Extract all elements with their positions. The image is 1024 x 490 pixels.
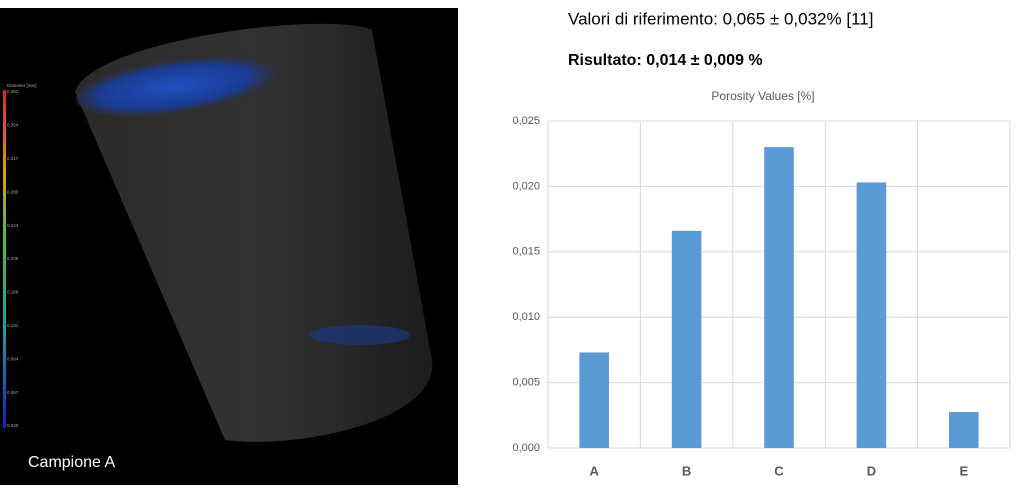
chart-title: Porosity Values [%] (711, 89, 814, 103)
bar (949, 412, 979, 448)
colorbar-label: 0.020 (7, 423, 19, 428)
bar (671, 230, 702, 448)
colorbar-label: 0.206 (7, 256, 19, 261)
colorbar-label: 0.243 (7, 223, 19, 228)
x-tick-label: D (867, 463, 876, 478)
y-tick-label: 0,000 (512, 442, 540, 454)
colorbar (3, 90, 6, 428)
reference-text: Valori di riferimento: 0,065 ± 0,032% [1… (568, 9, 873, 28)
colorbar-label: 0.317 (7, 156, 19, 161)
y-tick-label: 0,025 (512, 115, 540, 127)
x-tick-label: A (590, 463, 600, 478)
bar (856, 182, 887, 448)
colorbar-label: 0.169 (7, 290, 19, 295)
colorbar-label: 0.391 (7, 89, 19, 94)
colorbar-title: Diameter [mm] (7, 83, 37, 88)
image-caption: Campione A (28, 454, 115, 471)
y-tick-label: 0,010 (512, 311, 540, 323)
colorbar-label: 0.280 (7, 189, 19, 194)
bar (579, 352, 609, 448)
y-tick-label: 0,015 (512, 246, 540, 258)
x-tick-label: E (959, 463, 968, 478)
x-tick-label: B (682, 463, 691, 478)
ct-image: Diameter [mm] Campione A (0, 8, 458, 485)
y-tick-label: 0,020 (512, 180, 540, 192)
x-tick-label: C (774, 463, 784, 478)
bar (764, 147, 794, 448)
pores-top (76, 53, 294, 117)
colorbar-label: 0.094 (7, 356, 19, 361)
colorbar-label: 0.057 (7, 390, 19, 395)
colorbar-label: 0.131 (7, 323, 19, 328)
colorbar-label: 0.354 (7, 123, 19, 128)
pores-bottom (310, 325, 410, 345)
y-tick-label: 0,005 (512, 377, 540, 389)
result-text: Risultato: 0,014 ± 0,009 % (568, 52, 763, 69)
